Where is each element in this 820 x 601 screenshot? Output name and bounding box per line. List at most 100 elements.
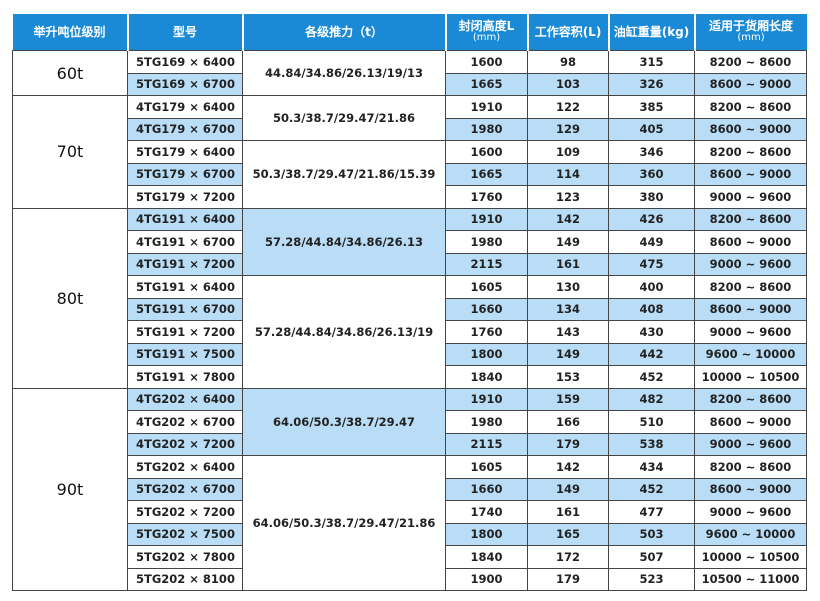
height-cell: 1600 [445, 140, 528, 164]
height-cell: 1800 [445, 342, 528, 366]
height-cell: 1600 [445, 50, 528, 74]
model-cell: 5TG191 × 7500 [127, 342, 243, 366]
thrust-cell: 57.28/44.84/34.86/26.13 [242, 207, 446, 276]
length-cell: 9000 ~ 9600 [694, 320, 807, 344]
volume-cell: 122 [527, 95, 609, 119]
table-row: 5TG179 × 6700 1665 114 360 8600 ~ 9000 [13, 162, 807, 186]
length-cell: 8200 ~ 8600 [694, 207, 807, 231]
volume-cell: 114 [527, 162, 609, 186]
thrust-cell: 64.06/50.3/38.7/29.47/21.86 [242, 455, 446, 591]
volume-cell: 159 [527, 387, 609, 411]
length-cell: 8200 ~ 8600 [694, 455, 807, 479]
length-cell: 8600 ~ 9000 [694, 410, 807, 434]
length-cell: 8200 ~ 8600 [694, 387, 807, 411]
thrust-cell: 50.3/38.7/29.47/21.86/15.39 [242, 140, 446, 209]
table-row: 5TG169 × 6700 1665 103 326 8600 ~ 9000 [13, 72, 807, 96]
weight-cell: 434 [608, 455, 695, 479]
table-row: 5TG202 × 8100 1900 179 523 10500 ~ 11000 [13, 567, 807, 591]
length-cell: 10000 ~ 10500 [694, 365, 807, 389]
length-cell: 8600 ~ 9000 [694, 72, 807, 96]
spec-table: 举升吨位级别 型号 各级推力（t） 封闭高度L (mm) 工作容积(L) 油缸重量(kg) 适… [12, 14, 807, 591]
weight-cell: 346 [608, 140, 695, 164]
header-cell: 型号 [126, 14, 243, 51]
volume-cell: 165 [527, 522, 609, 546]
model-cell: 5TG191 × 7800 [127, 365, 243, 389]
model-cell: 5TG191 × 6400 [127, 275, 243, 299]
height-cell: 1910 [445, 95, 528, 119]
model-cell: 4TG202 × 6400 [127, 387, 243, 411]
table-row: 4TG202 × 6700 1980 166 510 8600 ~ 9000 [13, 410, 807, 434]
model-cell: 5TG179 × 6700 [127, 162, 243, 186]
height-cell: 1840 [445, 545, 528, 569]
table-row: 5TG202 × 7200 1740 161 477 9000 ~ 9600 [13, 500, 807, 524]
model-cell: 4TG191 × 6400 [127, 207, 243, 231]
tonnage-cell: 60t [12, 50, 128, 96]
volume-cell: 166 [527, 410, 609, 434]
model-cell: 5TG202 × 8100 [127, 567, 243, 591]
model-cell: 4TG191 × 6700 [127, 230, 243, 254]
weight-cell: 475 [608, 252, 695, 276]
table-row: 70t 4TG179 × 6400 50.3/38.7/29.47/21.86 191… [12, 95, 807, 209]
length-cell: 9000 ~ 9600 [694, 500, 807, 524]
model-cell: 5TG202 × 7200 [127, 500, 243, 524]
model-cell: 5TG169 × 6400 [127, 50, 243, 74]
table-row: 5TG191 × 6400 57.28/44.84/34.86/26.13/19 1… [13, 275, 807, 389]
height-cell: 1980 [445, 230, 528, 254]
volume-cell: 98 [527, 50, 609, 74]
volume-cell: 142 [527, 455, 609, 479]
length-cell: 10500 ~ 11000 [694, 567, 807, 591]
thrust-cell: 50.3/38.7/29.47/21.86 [242, 95, 446, 141]
weight-cell: 507 [608, 545, 695, 569]
volume-cell: 149 [527, 342, 609, 366]
height-cell: 1900 [445, 567, 528, 591]
model-cell: 5TG202 × 6400 [127, 455, 243, 479]
table-row: 5TG202 × 6400 64.06/50.3/38.7/29.47/21.86… [13, 455, 807, 591]
model-cell: 5TG202 × 7800 [127, 545, 243, 569]
table-row: 5TG191 × 7800 1840 153 452 10000 ~ 10500 [13, 365, 807, 389]
header-row: 举升吨位级别 型号 各级推力（t） 封闭高度L (mm) 工作容积(L) 油缸重量(kg) 适… [12, 14, 807, 51]
length-cell: 8600 ~ 9000 [694, 117, 807, 141]
length-cell: 9000 ~ 9600 [694, 252, 807, 276]
table-row: 5TG202 × 6700 1660 149 452 8600 ~ 9000 [13, 477, 807, 501]
volume-cell: 109 [527, 140, 609, 164]
table-header: 举升吨位级别 型号 各级推力（t） 封闭高度L (mm) 工作容积(L) 油缸重量(kg) 适… [12, 14, 807, 51]
height-cell: 1980 [445, 410, 528, 434]
header-title: 各级推力（t） [305, 25, 383, 39]
height-cell: 1665 [445, 162, 528, 186]
volume-cell: 129 [527, 117, 609, 141]
table-row: 60t 5TG169 × 6400 44.84/34.86/26.13/19/13 1… [12, 50, 807, 96]
height-cell: 1760 [445, 320, 528, 344]
length-cell: 10000 ~ 10500 [694, 545, 807, 569]
model-cell: 4TG191 × 7200 [127, 252, 243, 276]
weight-cell: 426 [608, 207, 695, 231]
header-cell: 适用于货厢长度 (mm) [693, 14, 807, 51]
tonnage-cell: 90t [12, 387, 128, 591]
model-cell: 5TG179 × 6400 [127, 140, 243, 164]
table-row: 4TG191 × 7200 2115 161 475 9000 ~ 9600 [13, 252, 807, 276]
weight-cell: 452 [608, 365, 695, 389]
volume-cell: 143 [527, 320, 609, 344]
table-row: 90t 4TG202 × 6400 64.06/50.3/38.7/29.47 191… [12, 387, 807, 591]
length-cell: 8600 ~ 9000 [694, 297, 807, 321]
model-cell: 5TG202 × 7500 [127, 522, 243, 546]
model-cell: 4TG202 × 6700 [127, 410, 243, 434]
header-unit: (mm) [472, 32, 501, 43]
length-cell: 8600 ~ 9000 [694, 477, 807, 501]
header-title: 举升吨位级别 [33, 25, 106, 39]
weight-cell: 477 [608, 500, 695, 524]
header-cell: 工作容积(L) [526, 14, 609, 51]
thrust-cell: 57.28/44.84/34.86/26.13/19 [242, 275, 446, 389]
volume-cell: 149 [527, 230, 609, 254]
model-cell: 5TG191 × 7200 [127, 320, 243, 344]
table-row: 4TG179 × 6700 1980 129 405 8600 ~ 9000 [13, 117, 807, 141]
volume-cell: 142 [527, 207, 609, 231]
model-cell: 5TG202 × 6700 [127, 477, 243, 501]
length-cell: 8200 ~ 8600 [694, 95, 807, 119]
height-cell: 1665 [445, 72, 528, 96]
length-cell: 8200 ~ 8600 [694, 50, 807, 74]
weight-cell: 523 [608, 567, 695, 591]
weight-cell: 442 [608, 342, 695, 366]
header-cell: 封闭高度L (mm) [444, 14, 528, 51]
height-cell: 1910 [445, 387, 528, 411]
